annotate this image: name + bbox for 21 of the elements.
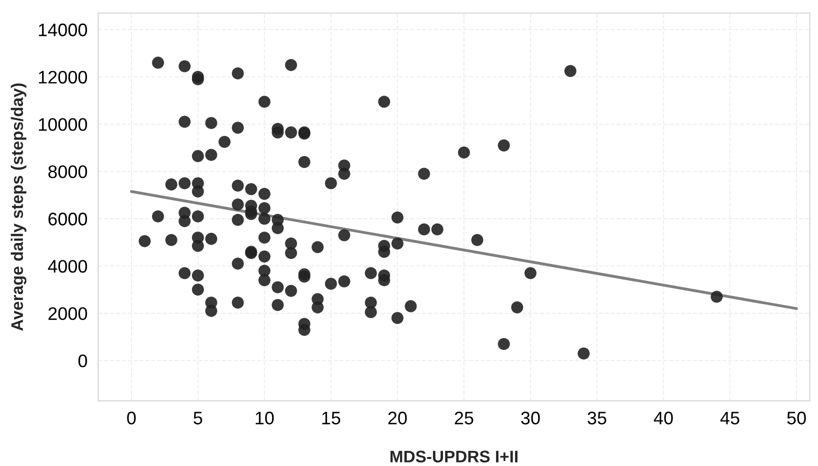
y-tick-label: 4000	[48, 260, 88, 273]
x-tick-label: 30	[521, 412, 540, 424]
x-tick-label: 5	[194, 412, 202, 424]
y-tick-label: 14000	[38, 24, 88, 36]
x-tick-label: 25	[454, 412, 474, 424]
y-tick-label: 10000	[38, 118, 88, 131]
x-tick-label: 45	[720, 412, 740, 424]
x-axis-title: MDS-UPDRS I+II	[390, 450, 518, 462]
x-tick-label: 35	[588, 412, 606, 424]
y-axis-title: Average daily steps (steps/day)	[10, 83, 26, 331]
x-tick-label: 40	[654, 412, 673, 424]
x-tick-label: 15	[322, 412, 340, 424]
x-tick-label: 0	[127, 412, 136, 424]
x-tick-label: 20	[388, 412, 407, 424]
y-tick-label: 8000	[48, 165, 88, 178]
y-tick-label: 2000	[48, 307, 88, 320]
x-tick-label: 10	[256, 412, 274, 424]
y-tick-label: 6000	[48, 212, 88, 226]
y-tick-label: 12000	[38, 70, 88, 84]
y-tick-label: 0	[78, 354, 88, 368]
x-tick-label: 50	[787, 412, 806, 424]
